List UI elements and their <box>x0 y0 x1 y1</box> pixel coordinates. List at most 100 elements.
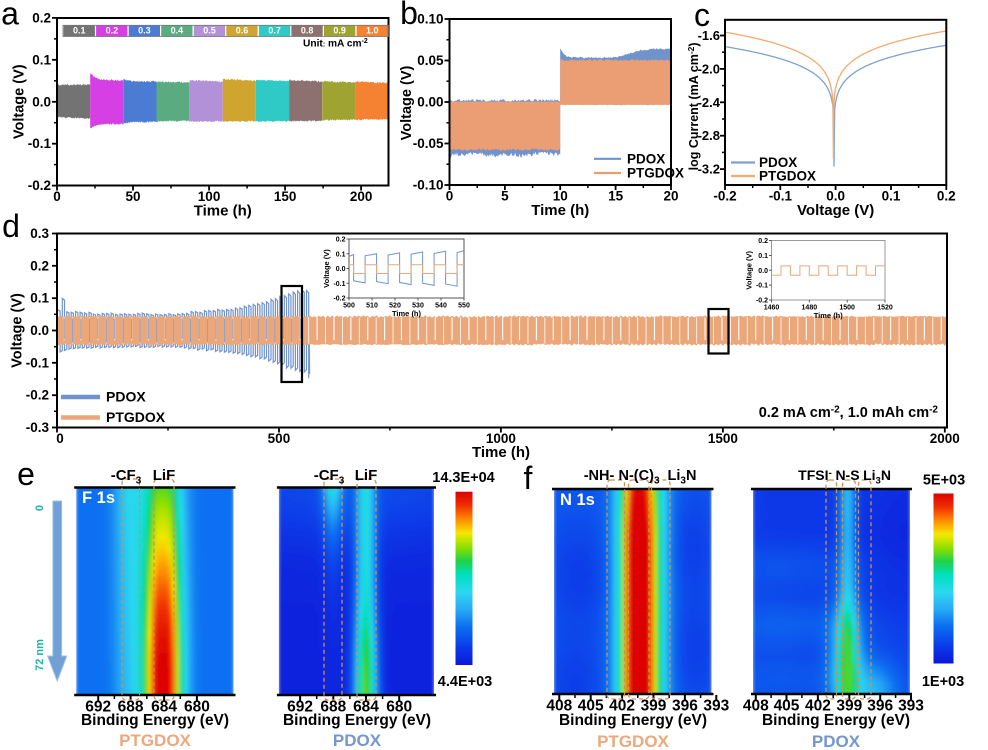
svg-text:1480: 1480 <box>802 305 818 312</box>
svg-text:Time (h): Time (h) <box>814 311 844 320</box>
svg-text:500: 500 <box>343 303 355 310</box>
svg-text:-CF3: -CF3 <box>314 467 345 487</box>
svg-text:-0.1: -0.1 <box>769 189 793 204</box>
svg-text:0.0: 0.0 <box>336 266 346 273</box>
svg-text:Voltage (V): Voltage (V) <box>12 64 28 139</box>
svg-text:-0.2: -0.2 <box>26 388 49 403</box>
svg-text:396: 396 <box>672 698 698 715</box>
svg-text:Voltage (V): Voltage (V) <box>399 66 415 141</box>
svg-text:N 1s: N 1s <box>560 491 595 509</box>
svg-text:393: 393 <box>703 698 729 715</box>
svg-text:0.6: 0.6 <box>236 26 249 36</box>
svg-text:0.5: 0.5 <box>203 26 216 36</box>
svg-text:-2.8: -2.8 <box>698 128 720 143</box>
svg-text:0.2: 0.2 <box>106 26 119 36</box>
svg-text:0.8: 0.8 <box>301 26 314 36</box>
svg-text:1460: 1460 <box>764 305 780 312</box>
svg-text:408: 408 <box>546 698 572 715</box>
svg-text:-0.1: -0.1 <box>756 283 768 290</box>
svg-text:0.0: 0.0 <box>826 189 845 204</box>
svg-text:0.1: 0.1 <box>758 253 768 260</box>
svg-text:f: f <box>524 460 533 496</box>
svg-text:Voltage (V): Voltage (V) <box>10 293 26 368</box>
svg-text:N-S: N-S <box>835 467 859 483</box>
svg-text:PTGDOX: PTGDOX <box>119 731 191 750</box>
svg-text:-0.1: -0.1 <box>26 355 50 370</box>
svg-text:PDOX: PDOX <box>106 389 146 405</box>
svg-text:-3.2: -3.2 <box>698 162 720 177</box>
svg-text:-2.4: -2.4 <box>698 95 721 110</box>
svg-text:TFSI-: TFSI- <box>798 467 832 483</box>
svg-text:0: 0 <box>56 431 64 446</box>
svg-text:0.1: 0.1 <box>73 26 86 36</box>
svg-text:688: 688 <box>118 699 144 716</box>
svg-text:0.0: 0.0 <box>32 94 51 109</box>
svg-text:Li3N: Li3N <box>863 467 891 487</box>
svg-text:72 nm: 72 nm <box>34 639 46 671</box>
svg-text:Unit: mA cm-2: Unit: mA cm-2 <box>303 38 368 50</box>
svg-text:402: 402 <box>609 698 635 715</box>
svg-text:Time (h): Time (h) <box>392 309 422 318</box>
svg-text:Binding Energy (eV): Binding Energy (eV) <box>559 712 707 729</box>
svg-text:PDOX: PDOX <box>812 732 861 750</box>
svg-text:692: 692 <box>85 699 111 716</box>
svg-text:540: 540 <box>435 303 447 310</box>
svg-text:b: b <box>400 0 418 31</box>
svg-text:0: 0 <box>34 505 46 511</box>
svg-text:PDOX: PDOX <box>759 155 797 170</box>
svg-text:log Current (mA cm-2): log Current (mA cm-2) <box>686 42 701 170</box>
svg-text:d: d <box>2 208 20 244</box>
svg-text:0.4: 0.4 <box>171 26 184 36</box>
svg-text:-NH-: -NH- <box>584 468 615 484</box>
svg-text:0: 0 <box>53 189 61 204</box>
svg-text:150: 150 <box>274 189 297 204</box>
svg-text:680: 680 <box>386 699 412 716</box>
svg-text:a: a <box>1 0 19 32</box>
svg-text:Time (h): Time (h) <box>531 202 589 219</box>
svg-text:-0.2: -0.2 <box>713 189 736 204</box>
svg-text:0.1: 0.1 <box>30 291 49 306</box>
svg-text:0.0: 0.0 <box>30 323 49 338</box>
svg-text:0.2: 0.2 <box>758 238 768 245</box>
svg-text:0.2: 0.2 <box>30 258 49 273</box>
svg-text:Voltage (V): Voltage (V) <box>322 249 331 288</box>
svg-text:0.3: 0.3 <box>30 226 49 241</box>
svg-text:4.4E+03: 4.4E+03 <box>438 674 492 690</box>
svg-text:0.3: 0.3 <box>138 26 151 36</box>
svg-text:402: 402 <box>805 698 831 715</box>
svg-text:0.9: 0.9 <box>333 26 346 36</box>
svg-text:Binding Energy (eV): Binding Energy (eV) <box>81 712 229 729</box>
svg-text:-0.1: -0.1 <box>28 136 52 151</box>
svg-text:-1.6: -1.6 <box>698 28 720 43</box>
svg-text:0.2 mA cm-2, 1.0 mAh cm-2: 0.2 mA cm-2, 1.0 mAh cm-2 <box>759 405 939 422</box>
svg-text:1500: 1500 <box>839 305 855 312</box>
svg-text:10: 10 <box>553 189 568 204</box>
svg-text:Binding Energy (eV): Binding Energy (eV) <box>283 712 431 729</box>
svg-text:0.1: 0.1 <box>336 251 346 258</box>
svg-text:14.3E+04: 14.3E+04 <box>432 470 495 486</box>
svg-text:0.10: 0.10 <box>417 12 443 27</box>
svg-text:-0.2: -0.2 <box>756 298 768 305</box>
svg-text:396: 396 <box>867 698 893 715</box>
svg-text:-0.10: -0.10 <box>413 178 444 193</box>
svg-text:1000: 1000 <box>486 431 516 446</box>
svg-text:Voltage (V): Voltage (V) <box>745 250 754 289</box>
svg-text:405: 405 <box>578 698 604 715</box>
svg-text:50: 50 <box>126 189 141 204</box>
svg-text:0.05: 0.05 <box>417 53 444 68</box>
svg-text:1520: 1520 <box>877 305 893 312</box>
svg-text:692: 692 <box>287 699 313 716</box>
svg-text:20: 20 <box>663 189 678 204</box>
svg-text:PTGDOX: PTGDOX <box>759 169 816 184</box>
svg-text:688: 688 <box>320 699 346 716</box>
svg-text:-0.05: -0.05 <box>413 136 444 151</box>
svg-text:F 1s: F 1s <box>82 489 115 507</box>
svg-text:-0.2: -0.2 <box>333 296 345 303</box>
svg-text:PDOX: PDOX <box>627 151 665 166</box>
svg-text:-CF3: -CF3 <box>111 467 142 487</box>
svg-text:399: 399 <box>641 698 667 715</box>
svg-text:c: c <box>694 0 710 33</box>
svg-text:200: 200 <box>350 189 373 204</box>
svg-text:5E+03: 5E+03 <box>923 473 965 489</box>
svg-text:0.2: 0.2 <box>937 189 956 204</box>
